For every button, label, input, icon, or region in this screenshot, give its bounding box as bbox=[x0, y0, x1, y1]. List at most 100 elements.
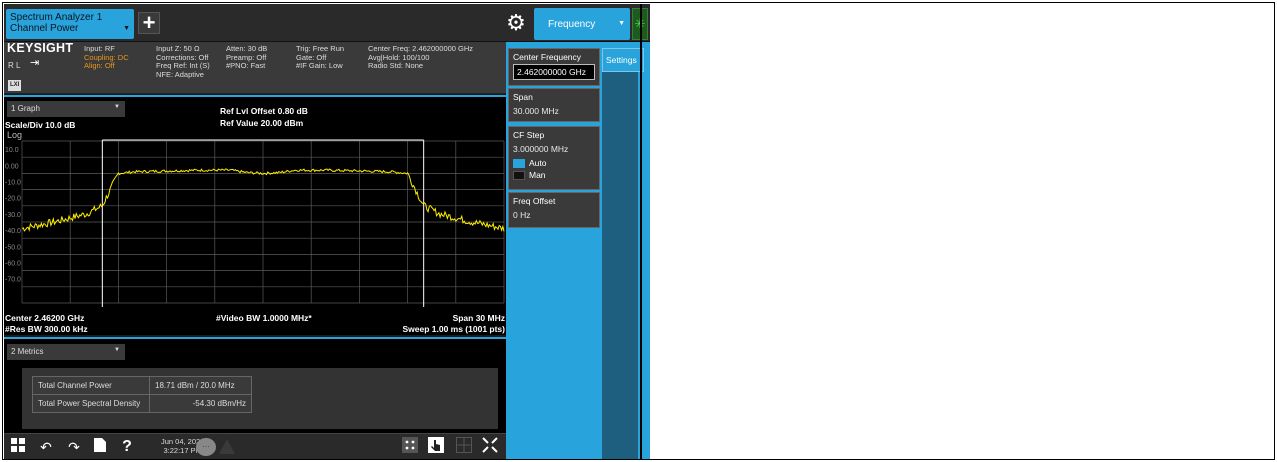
window-layout-icon[interactable] bbox=[454, 437, 474, 457]
center-frequency-label: Center 2.46200 GHz bbox=[5, 313, 85, 323]
info-column-atten: Atten: 30 dB Preamp: Off #PNO: Fast bbox=[226, 44, 268, 71]
y-tick-label: -50.0 bbox=[5, 244, 21, 251]
date-time: Jun 04, 2020 3:22:17 PM bbox=[161, 437, 204, 455]
rl-indicator: R L bbox=[8, 61, 21, 70]
frequency-softkeys: Center Frequency 2.462000000 GHz Span 30… bbox=[506, 42, 601, 459]
windows-start-icon[interactable] bbox=[8, 437, 28, 457]
fullscreen-icon[interactable] bbox=[480, 437, 500, 457]
chat-bubble-icon[interactable]: ··· bbox=[196, 438, 216, 456]
instrument-name: Spectrum Analyzer 1 bbox=[10, 12, 103, 23]
y-tick-label: -60.0 bbox=[5, 261, 21, 268]
ref-value: Ref Value 20.00 dBm bbox=[220, 118, 304, 128]
span-value: 30.000 MHz bbox=[513, 106, 559, 116]
info-pno: #PNO: Fast bbox=[226, 61, 266, 71]
log-scale-label: Log bbox=[7, 130, 23, 140]
lxi-badge: LXI bbox=[8, 80, 22, 91]
sweep-label: Sweep 1.00 ms (1001 pts) bbox=[402, 324, 505, 334]
y-tick-label: -20.0 bbox=[5, 196, 21, 203]
man-label: Man bbox=[529, 170, 546, 180]
man-option[interactable]: Man bbox=[509, 170, 599, 182]
scale-per-division: Scale/Div 10.0 dB bbox=[5, 120, 76, 130]
chevron-down-icon: ▼ bbox=[618, 20, 625, 27]
arrow-right-icon: ⇥ bbox=[30, 57, 40, 69]
video-bw-label: #Video BW 1.0000 MHz* bbox=[216, 313, 312, 323]
info-coupling: Coupling: DC bbox=[84, 52, 129, 62]
info-align: Align: Off bbox=[84, 61, 115, 71]
graph-dropdown-label: 1 Graph bbox=[11, 104, 40, 113]
info-atten: Atten: 30 dB bbox=[226, 44, 268, 53]
table-row: Total Power Spectral Density -54.30 dBm/… bbox=[32, 394, 252, 413]
info-input-z: Input Z: 50 Ω bbox=[156, 44, 200, 53]
touch-icon[interactable] bbox=[426, 437, 446, 457]
metric-label: Total Channel Power bbox=[32, 376, 150, 395]
instrument-tab[interactable]: Spectrum Analyzer 1 Channel Power ▼ bbox=[6, 9, 134, 39]
taskbar: ↶ ↷ ? Jun 04, 2020 3:22:17 PM ··· bbox=[4, 433, 506, 459]
frequency-menu-tab[interactable]: Frequency ▼ bbox=[534, 8, 630, 40]
center-frequency-input[interactable]: 2.462000000 GHz bbox=[513, 64, 595, 80]
top-bar: Spectrum Analyzer 1 Channel Power ▼ + ⚙ … bbox=[4, 4, 650, 42]
info-if-gain: #IF Gain: Low bbox=[296, 61, 343, 71]
info-trig: Trig: Free Run bbox=[296, 44, 345, 53]
keypad-icon[interactable] bbox=[400, 437, 420, 457]
metrics-window[interactable]: 2 Metrics ▼ Total Channel Power 18.71 dB… bbox=[4, 337, 506, 433]
date-text: Jun 04, 2020 bbox=[161, 437, 205, 446]
undo-icon[interactable]: ↶ bbox=[40, 439, 52, 455]
info-column-center: Center Freq: 2.462000000 GHz Avg|Hold: 1… bbox=[368, 44, 473, 71]
y-tick-label: -40.0 bbox=[5, 228, 21, 235]
span-label: Span 30 MHz bbox=[452, 313, 505, 323]
span-label: Span bbox=[513, 92, 533, 102]
metrics-table: Total Channel Power 18.71 dBm / 20.0 MHz… bbox=[32, 376, 252, 413]
help-icon[interactable]: ? bbox=[122, 438, 132, 455]
info-radio-std: Radio Std: None bbox=[368, 61, 424, 71]
panel-divider bbox=[640, 4, 642, 459]
cf-step-value: 3.000000 MHz bbox=[513, 144, 569, 154]
measurement-name: Channel Power bbox=[10, 23, 79, 34]
gear-icon[interactable]: ⚙ bbox=[506, 10, 526, 35]
chevron-down-icon: ▼ bbox=[114, 104, 120, 110]
settings-info-bar: KEYSIGHT R L ⇥ LXI Input: RF Coupling: D… bbox=[4, 42, 506, 94]
info-column-input: Input: RF Coupling: DC Align: Off bbox=[84, 44, 129, 71]
metrics-dropdown-label: 2 Metrics bbox=[11, 347, 44, 356]
time-text: 3:22:17 PM bbox=[163, 446, 202, 455]
y-tick-label: 0.00 bbox=[5, 163, 19, 170]
info-freq-ref: Freq Ref: Int (S) bbox=[156, 61, 210, 71]
chevron-down-icon: ▼ bbox=[114, 347, 120, 353]
warning-icon bbox=[219, 439, 235, 454]
table-row: Total Channel Power 18.71 dBm / 20.0 MHz bbox=[32, 376, 252, 395]
info-gate: Gate: Off bbox=[296, 52, 327, 62]
graph-layout-dropdown[interactable]: 1 Graph ▼ bbox=[7, 101, 125, 117]
info-input: Input: RF bbox=[84, 44, 115, 53]
auto-label: Auto bbox=[529, 158, 547, 168]
cf-step-key[interactable]: CF Step 3.000000 MHz bbox=[508, 126, 600, 190]
spectrum-plot[interactable]: 10.0 0.00 -10.0 -20.0 -30.0 -40.0 -50.0 -60.0 -7… bbox=[4, 137, 506, 307]
brand-logo: KEYSIGHT bbox=[7, 41, 74, 55]
add-instrument-button[interactable]: + bbox=[138, 12, 160, 34]
info-column-corrections: Input Z: 50 Ω Corrections: Off Freq Ref:… bbox=[156, 44, 210, 79]
ref-level-offset: Ref Lvl Offset 0.80 dB bbox=[220, 106, 308, 116]
settings-tab[interactable]: Settings bbox=[602, 48, 644, 72]
info-nfe: NFE: Adaptive bbox=[156, 69, 204, 79]
file-icon[interactable] bbox=[90, 437, 110, 457]
metric-label: Total Power Spectral Density bbox=[32, 394, 150, 413]
y-tick-label: -10.0 bbox=[5, 180, 21, 187]
selected-indicator bbox=[513, 159, 525, 168]
center-frequency-key[interactable]: Center Frequency 2.462000000 GHz bbox=[508, 48, 600, 86]
span-key[interactable]: Span 30.000 MHz bbox=[508, 88, 600, 122]
unselected-indicator bbox=[513, 171, 525, 180]
metrics-dropdown[interactable]: 2 Metrics ▼ bbox=[7, 344, 125, 360]
freq-offset-key[interactable]: Freq Offset 0 Hz bbox=[508, 192, 600, 228]
tab-strip bbox=[602, 72, 638, 459]
spectrum-analyzer-app: Spectrum Analyzer 1 Channel Power ▼ + ⚙ … bbox=[4, 4, 650, 459]
y-tick-label: 10.0 bbox=[5, 147, 19, 154]
freq-offset-value: 0 Hz bbox=[513, 210, 531, 220]
graph-window[interactable]: 1 Graph ▼ Ref Lvl Offset 0.80 dB Ref Val… bbox=[4, 95, 506, 335]
redo-icon[interactable]: ↷ bbox=[68, 439, 80, 455]
auto-option[interactable]: Auto bbox=[509, 158, 599, 170]
spectrum-trace bbox=[21, 168, 505, 232]
softkey-panel: Center Frequency 2.462000000 GHz Span 30… bbox=[506, 42, 650, 459]
cf-step-label: CF Step bbox=[513, 130, 545, 140]
cf-step-auto-man[interactable]: Auto Man bbox=[509, 158, 599, 182]
info-column-trigger: Trig: Free Run Gate: Off #IF Gain: Low bbox=[296, 44, 345, 71]
y-tick-label: -30.0 bbox=[5, 212, 21, 219]
chevron-down-icon: ▼ bbox=[123, 25, 130, 32]
